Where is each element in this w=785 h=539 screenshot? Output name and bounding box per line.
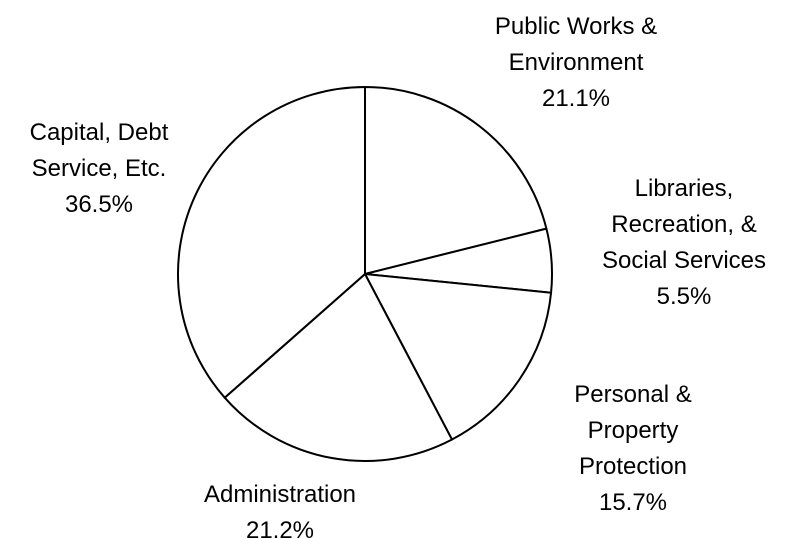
slice-label: Libraries, Recreation, & Social Services 5.… — [602, 175, 766, 310]
slice-value-label: 5.5% — [657, 283, 712, 310]
slice-label: Capital, Debt Service, Etc. 36.5% — [30, 119, 169, 218]
slice-category-label: Property — [588, 417, 679, 444]
slice-category-label: Personal & — [574, 381, 691, 408]
slice-category-label: Capital, Debt — [30, 119, 169, 146]
slice-value-label: 21.1% — [542, 85, 610, 112]
pie-slice — [176, 86, 366, 399]
slice-label: Personal & Property Protection 15.7% — [574, 381, 691, 516]
slice-category-label: Public Works & — [495, 13, 657, 40]
slice-category-label: Protection — [579, 453, 687, 480]
pie-slices — [176, 86, 553, 463]
slice-category-label: Environment — [509, 49, 644, 76]
slice-value-label: 15.7% — [599, 489, 667, 516]
pie-slice — [364, 86, 548, 275]
pie-slice — [223, 273, 453, 463]
slice-value-label: 36.5% — [65, 191, 133, 218]
slice-category-label: Social Services — [602, 247, 766, 274]
slice-category-label: Recreation, & — [611, 211, 756, 238]
slice-label: Public Works & Environment 21.1% — [495, 13, 657, 112]
slice-category-label: Service, Etc. — [32, 155, 167, 182]
slice-label: Administration 21.2% — [204, 481, 356, 539]
pie-labels: Public Works & Environment 21.1% Libraries,… — [30, 13, 766, 539]
pie-slice — [364, 273, 553, 441]
slice-value-label: 21.2% — [246, 517, 314, 539]
slice-category-label: Libraries, — [635, 175, 734, 202]
slice-category-label: Administration — [204, 481, 356, 508]
